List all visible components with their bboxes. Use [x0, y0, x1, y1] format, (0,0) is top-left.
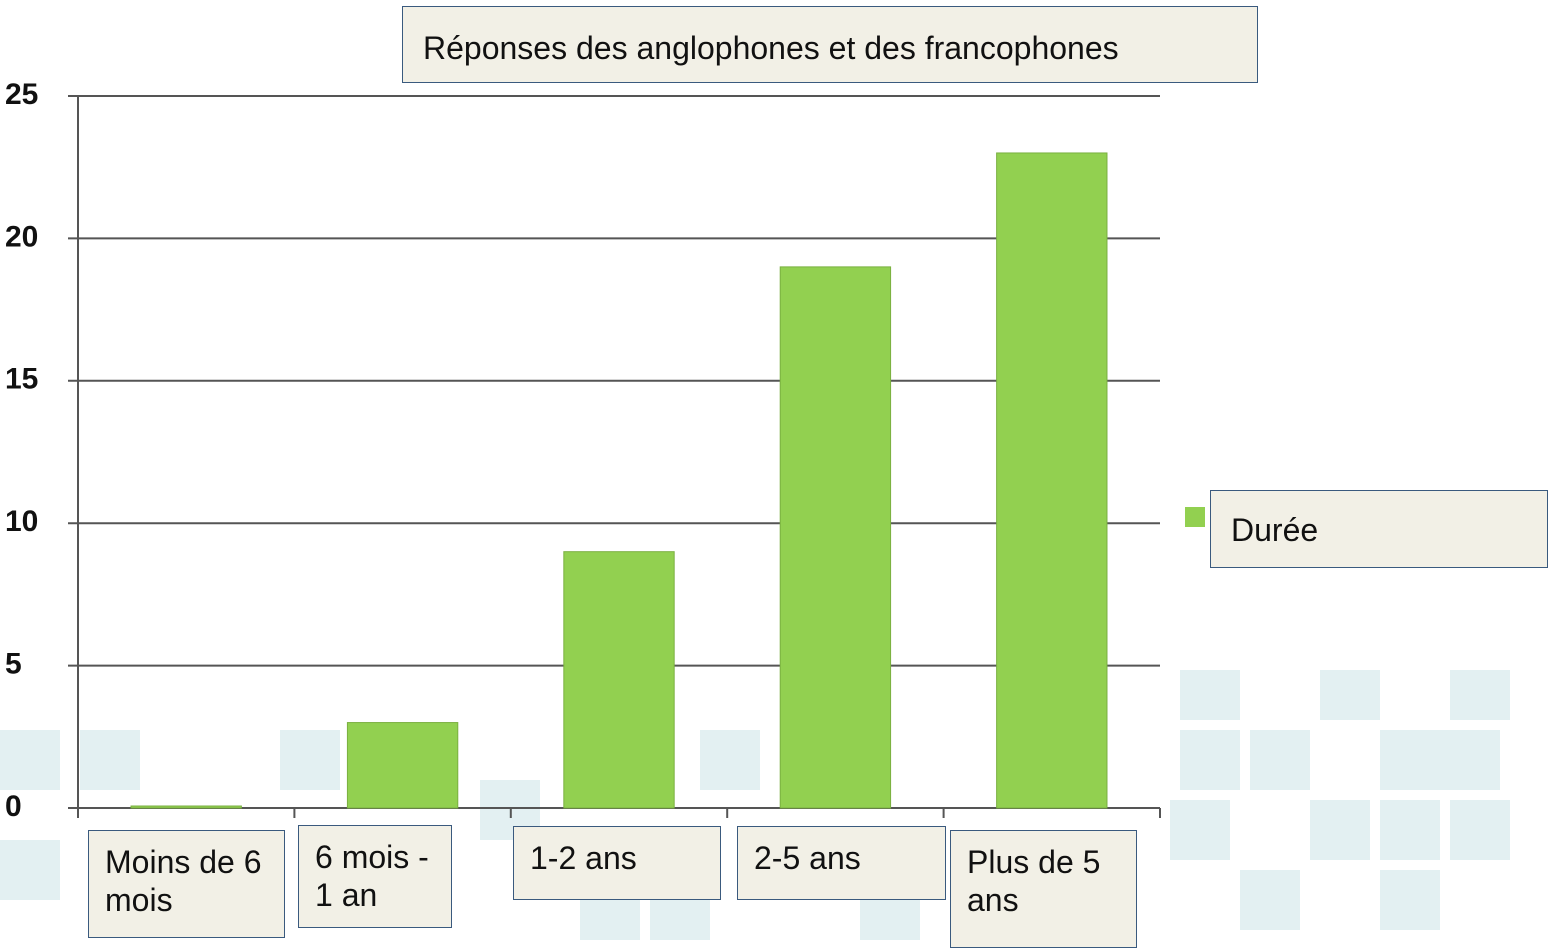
y-tick-label: 10: [5, 505, 38, 538]
bar: [779, 266, 892, 809]
x-tick-label: Plus de 5 ans: [950, 830, 1137, 948]
chart-title: Réponses des anglophones et des francoph…: [402, 6, 1258, 83]
x-tick-label: 6 mois - 1 an: [298, 825, 452, 928]
bar: [563, 551, 675, 809]
bar: [996, 152, 1108, 809]
x-tick-label: Moins de 6 mois: [88, 830, 285, 938]
x-tick-label: 2-5 ans: [737, 826, 946, 900]
y-tick-label: 0: [5, 790, 22, 823]
y-tick-label: 25: [5, 78, 38, 111]
x-tick-label: 1-2 ans: [513, 826, 721, 900]
background-pattern: [0, 670, 1510, 940]
bar: [346, 722, 459, 809]
y-tick-label: 15: [5, 363, 38, 396]
bar: [130, 805, 242, 809]
legend-swatch: [1185, 507, 1205, 527]
y-tick-label: 5: [5, 648, 22, 681]
legend-label: Durée: [1210, 490, 1548, 568]
y-tick-label: 20: [5, 220, 38, 253]
